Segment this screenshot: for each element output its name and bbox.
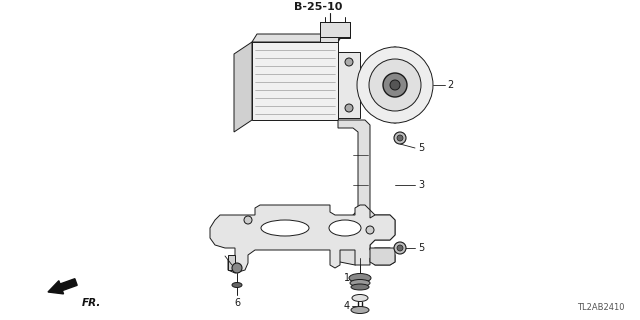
Circle shape [366, 226, 374, 234]
Polygon shape [234, 42, 252, 132]
Polygon shape [228, 255, 235, 270]
Circle shape [394, 242, 406, 254]
Polygon shape [320, 22, 350, 42]
Text: 6: 6 [234, 298, 240, 308]
Text: 3: 3 [418, 180, 424, 190]
Ellipse shape [350, 279, 370, 286]
Circle shape [397, 245, 403, 251]
Ellipse shape [351, 307, 369, 314]
Circle shape [390, 80, 400, 90]
Circle shape [357, 47, 433, 123]
Bar [338, 52, 360, 118]
Circle shape [383, 73, 407, 97]
Text: 5: 5 [418, 143, 424, 153]
Text: 4: 4 [344, 301, 350, 311]
Circle shape [244, 216, 252, 224]
Ellipse shape [352, 294, 368, 301]
Ellipse shape [329, 220, 361, 236]
Bar [252, 42, 338, 120]
Polygon shape [252, 34, 343, 42]
Polygon shape [335, 120, 395, 265]
Ellipse shape [349, 274, 371, 283]
Circle shape [394, 132, 406, 144]
Text: 1: 1 [344, 273, 350, 283]
FancyArrow shape [48, 279, 77, 294]
Circle shape [369, 59, 421, 111]
Circle shape [232, 263, 242, 273]
Circle shape [345, 104, 353, 112]
Text: FR.: FR. [82, 298, 101, 308]
Text: 5: 5 [418, 243, 424, 253]
Circle shape [345, 58, 353, 66]
Polygon shape [370, 248, 395, 265]
Ellipse shape [261, 220, 309, 236]
Text: 2: 2 [447, 80, 453, 90]
Ellipse shape [385, 47, 406, 123]
Ellipse shape [232, 283, 242, 287]
Ellipse shape [388, 59, 402, 111]
Circle shape [397, 135, 403, 141]
Text: B-25-10: B-25-10 [294, 2, 342, 12]
Text: TL2AB2410: TL2AB2410 [577, 303, 625, 312]
Ellipse shape [351, 284, 369, 290]
Polygon shape [210, 205, 395, 273]
